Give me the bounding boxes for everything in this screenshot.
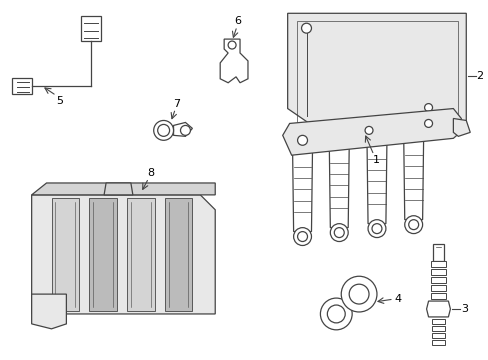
Polygon shape xyxy=(431,326,445,331)
Text: 6: 6 xyxy=(234,16,241,26)
Text: 3: 3 xyxy=(460,304,467,314)
Circle shape xyxy=(301,23,311,33)
Text: 5: 5 xyxy=(56,96,63,105)
Polygon shape xyxy=(32,294,66,329)
Polygon shape xyxy=(429,293,446,299)
Circle shape xyxy=(157,125,169,136)
Polygon shape xyxy=(89,198,117,311)
Polygon shape xyxy=(429,261,446,267)
Text: 4: 4 xyxy=(393,294,401,304)
Circle shape xyxy=(293,228,311,246)
Circle shape xyxy=(297,135,307,145)
Polygon shape xyxy=(127,198,154,311)
Polygon shape xyxy=(282,109,460,155)
Circle shape xyxy=(424,104,432,112)
Polygon shape xyxy=(51,198,79,311)
Circle shape xyxy=(404,216,422,234)
Circle shape xyxy=(153,121,173,140)
Circle shape xyxy=(320,298,351,330)
Polygon shape xyxy=(429,269,446,275)
Polygon shape xyxy=(431,333,445,338)
Polygon shape xyxy=(348,286,366,309)
Circle shape xyxy=(348,284,368,304)
Circle shape xyxy=(341,276,376,312)
Polygon shape xyxy=(32,195,215,314)
Polygon shape xyxy=(429,277,446,283)
Polygon shape xyxy=(366,144,386,224)
Text: 2: 2 xyxy=(476,71,483,81)
Polygon shape xyxy=(426,301,449,317)
Circle shape xyxy=(326,305,345,323)
Polygon shape xyxy=(429,285,446,291)
Circle shape xyxy=(228,41,236,49)
Text: 1: 1 xyxy=(372,155,379,165)
Circle shape xyxy=(365,126,372,134)
Text: 8: 8 xyxy=(147,168,154,178)
Polygon shape xyxy=(432,244,444,261)
Circle shape xyxy=(334,228,344,238)
Polygon shape xyxy=(287,13,466,130)
Polygon shape xyxy=(431,340,445,345)
Polygon shape xyxy=(164,198,192,311)
Polygon shape xyxy=(292,152,312,231)
Polygon shape xyxy=(403,140,423,220)
Circle shape xyxy=(371,224,381,234)
Polygon shape xyxy=(220,39,247,83)
Text: 7: 7 xyxy=(173,99,180,109)
Polygon shape xyxy=(12,78,32,94)
Circle shape xyxy=(330,224,347,242)
Circle shape xyxy=(180,125,190,135)
Polygon shape xyxy=(173,122,192,136)
Circle shape xyxy=(408,220,418,230)
Polygon shape xyxy=(81,16,101,41)
Polygon shape xyxy=(452,118,469,136)
Polygon shape xyxy=(32,183,215,195)
Polygon shape xyxy=(328,148,348,228)
Circle shape xyxy=(367,220,385,238)
Circle shape xyxy=(297,231,307,242)
Circle shape xyxy=(424,120,432,127)
Polygon shape xyxy=(431,319,445,324)
Polygon shape xyxy=(104,183,133,195)
